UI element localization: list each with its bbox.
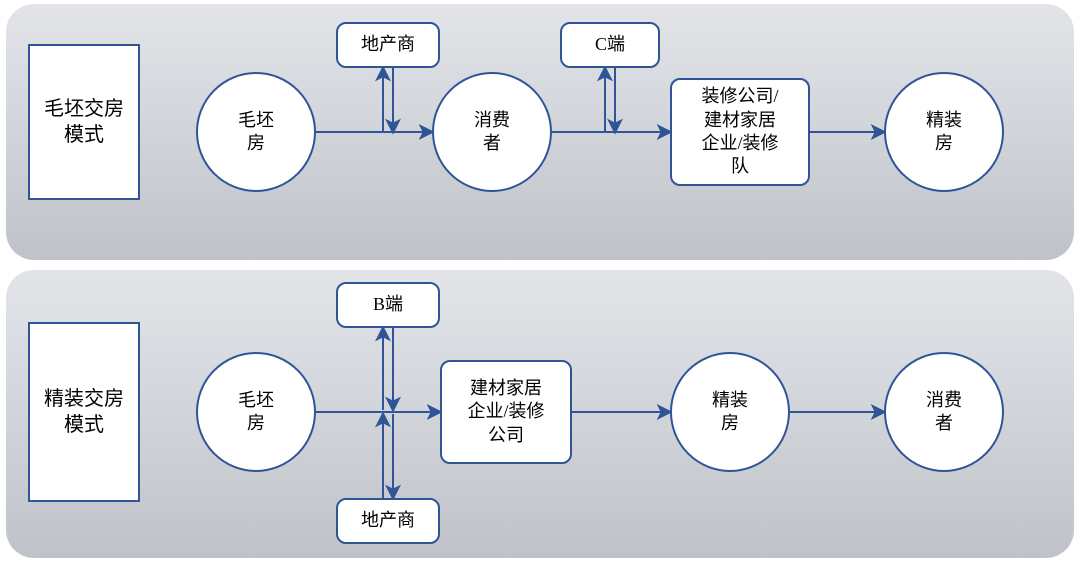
node-t-renov: 装修公司/建材家居企业/装修队	[670, 78, 810, 186]
node-t-cend: C端	[560, 22, 660, 68]
node-b-mat: 建材家居企业/装修公司	[440, 360, 572, 464]
node-t-title: 毛坯交房模式	[28, 44, 140, 200]
node-b-fine: 精装房	[670, 352, 790, 472]
node-t-rough: 毛坯房	[196, 72, 316, 192]
node-t-consumer: 消费者	[432, 72, 552, 192]
node-b-title: 精装交房模式	[28, 322, 140, 502]
node-t-fine: 精装房	[884, 72, 1004, 192]
node-b-rough: 毛坯房	[196, 352, 316, 472]
node-t-dev: 地产商	[336, 22, 440, 68]
node-b-bend: B端	[336, 282, 440, 328]
node-b-dev: 地产商	[336, 498, 440, 544]
node-b-consumer: 消费者	[884, 352, 1004, 472]
